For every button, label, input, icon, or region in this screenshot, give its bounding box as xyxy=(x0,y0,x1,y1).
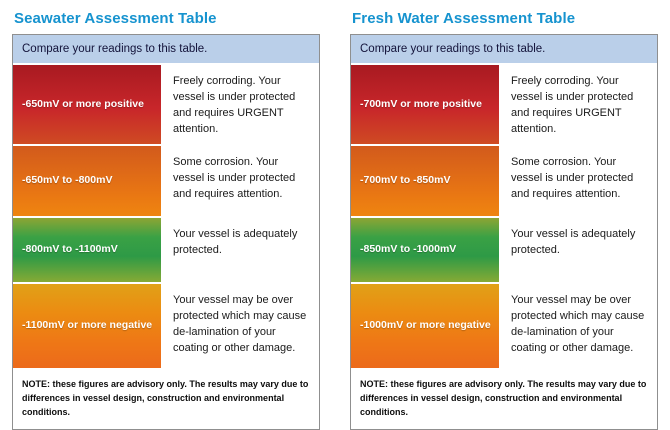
table-row: -650mV or more positive Freely corroding… xyxy=(13,65,319,146)
table-header: Compare your readings to this table. xyxy=(13,35,319,65)
table-row: -1100mV or more negative Your vessel may… xyxy=(13,283,319,370)
voltage-range-cell: -1000mV or more negative xyxy=(351,283,501,368)
table-title: Fresh Water Assessment Table xyxy=(352,10,576,27)
table-row: -700mV to -850mV Some corrosion. Your ve… xyxy=(351,145,657,218)
voltage-range-cell: -800mV to -1100mV xyxy=(13,217,163,282)
assessment-cell: Freely corroding. Your vessel is under p… xyxy=(511,75,634,135)
table-row: -700mV or more positive Freely corroding… xyxy=(351,65,657,146)
voltage-range-cell: -1100mV or more negative xyxy=(13,283,163,368)
table-header: Compare your readings to this table. xyxy=(351,35,657,65)
assessment-cell: Your vessel is adequately protected. xyxy=(511,227,636,256)
assessment-cell: Your vessel may be over protected which … xyxy=(511,293,645,354)
voltage-range-cell: -650mV or more positive xyxy=(13,65,163,144)
voltage-range-cell: -700mV to -850mV xyxy=(351,145,501,216)
seawater-assessment-table: Seawater Assessment Table Compare your r… xyxy=(12,8,320,430)
assessment-cell: Some corrosion. Your vessel is under pro… xyxy=(173,155,296,200)
table-panel: Compare your readings to this table. -65… xyxy=(12,34,320,430)
table-title: Seawater Assessment Table xyxy=(14,10,217,27)
table-note: NOTE: these figures are advisory only. T… xyxy=(22,378,309,417)
assessment-cell: Your vessel may be over protected which … xyxy=(173,293,307,354)
table-row: -800mV to -1100mV Your vessel is adequat… xyxy=(13,217,319,284)
table-panel: Compare your readings to this table. -70… xyxy=(350,34,658,430)
freshwater-assessment-table: Fresh Water Assessment Table Compare you… xyxy=(350,8,658,430)
assessment-cell: Some corrosion. Your vessel is under pro… xyxy=(511,155,634,200)
voltage-range-cell: -650mV to -800mV xyxy=(13,145,163,216)
table-row: -1000mV or more negative Your vessel may… xyxy=(351,283,657,370)
voltage-range-cell: -700mV or more positive xyxy=(351,65,501,144)
table-row: -650mV to -800mV Some corrosion. Your ve… xyxy=(13,145,319,218)
assessment-cell: Freely corroding. Your vessel is under p… xyxy=(173,75,296,135)
table-note: NOTE: these figures are advisory only. T… xyxy=(360,378,647,417)
voltage-range-cell: -850mV to -1000mV xyxy=(351,217,501,282)
assessment-cell: Your vessel is adequately protected. xyxy=(173,227,298,256)
table-row: -850mV to -1000mV Your vessel is adequat… xyxy=(351,217,657,284)
